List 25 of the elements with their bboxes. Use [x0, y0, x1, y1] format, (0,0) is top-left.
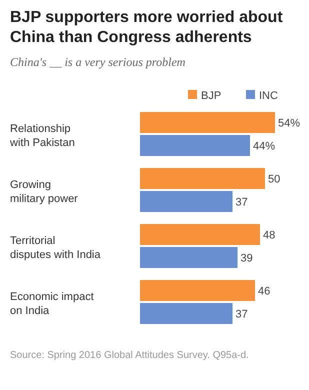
data-label: 37 — [236, 308, 248, 320]
bar — [140, 135, 250, 156]
chart-subtitle: China's __ is a very serious problem — [10, 55, 186, 69]
y-tick-label: Growing military power — [10, 179, 78, 205]
bar — [140, 191, 232, 212]
data-label: 44% — [253, 140, 276, 152]
bar — [140, 280, 255, 301]
bar — [140, 247, 238, 268]
y-tick-label: Relationship with Pakistan — [9, 123, 75, 149]
data-label: 48 — [263, 230, 276, 242]
data-label: 50 — [268, 174, 280, 186]
y-tick-label: Territorial disputes with India — [10, 235, 102, 261]
source-note: Source: Spring 2016 Global Attitudes Survey. Q95a-d. — [10, 350, 249, 361]
bar — [140, 303, 232, 324]
legend-label: BJP — [201, 90, 222, 102]
chart-title: BJP supporters more worried about China than Congress adherents — [10, 9, 284, 46]
bar — [140, 224, 260, 245]
data-label: 54% — [278, 118, 300, 130]
bar — [140, 112, 275, 133]
data-label: 39 — [240, 252, 253, 264]
legend-label: INC — [259, 90, 278, 102]
data-label: 46 — [258, 286, 270, 298]
y-tick-label: Economic impact on India — [10, 291, 94, 317]
bar — [140, 168, 265, 189]
data-label: 37 — [236, 196, 248, 208]
